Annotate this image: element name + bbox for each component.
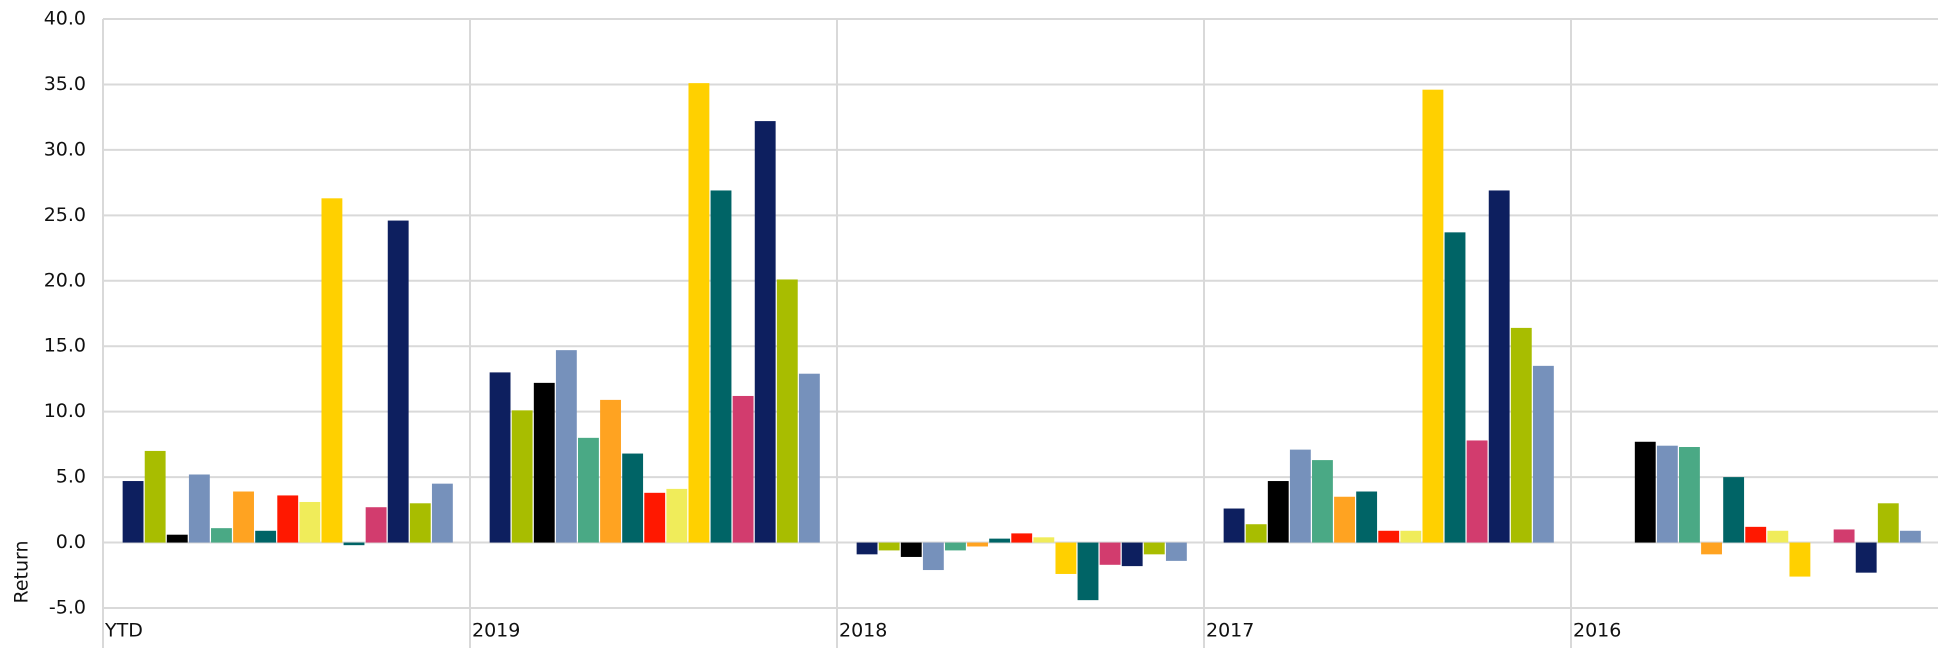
bar bbox=[1312, 460, 1333, 543]
y-tick-label: 25.0 bbox=[44, 204, 86, 226]
bar bbox=[945, 542, 966, 551]
bar bbox=[1789, 542, 1811, 577]
bar bbox=[1121, 542, 1143, 567]
bar bbox=[533, 382, 555, 543]
bar bbox=[967, 542, 988, 547]
bar bbox=[1422, 89, 1444, 543]
bar bbox=[299, 501, 321, 543]
bar bbox=[622, 453, 644, 543]
bar bbox=[1289, 449, 1311, 543]
bar bbox=[578, 437, 599, 543]
bar bbox=[1532, 365, 1554, 543]
bar bbox=[1033, 537, 1055, 543]
bar bbox=[878, 542, 900, 551]
bar bbox=[1679, 447, 1700, 543]
x-tick-label: YTD bbox=[104, 620, 143, 642]
bar bbox=[321, 198, 343, 543]
bar bbox=[277, 495, 299, 543]
x-tick-label: 2018 bbox=[839, 620, 887, 642]
bar bbox=[922, 542, 944, 571]
bar bbox=[144, 450, 166, 543]
bar bbox=[409, 503, 431, 543]
y-tick-label: 0.0 bbox=[56, 531, 86, 553]
bar bbox=[489, 372, 511, 543]
bar bbox=[122, 481, 144, 543]
bar bbox=[1400, 530, 1422, 543]
bar bbox=[900, 542, 922, 557]
bar bbox=[666, 488, 688, 543]
bar bbox=[1656, 445, 1678, 543]
bar bbox=[688, 83, 710, 543]
bar bbox=[1267, 481, 1289, 543]
y-axis-label: Return bbox=[11, 540, 33, 603]
bar bbox=[1488, 190, 1510, 543]
bar bbox=[166, 534, 188, 543]
bar bbox=[1444, 232, 1466, 543]
y-tick-label: 20.0 bbox=[44, 269, 86, 291]
bar bbox=[211, 528, 232, 543]
bar bbox=[776, 279, 798, 543]
bar bbox=[1356, 491, 1378, 543]
bar bbox=[233, 491, 254, 543]
bar bbox=[188, 474, 210, 543]
bar bbox=[1745, 526, 1767, 543]
y-tick-label: 5.0 bbox=[56, 466, 86, 488]
bar bbox=[1833, 529, 1855, 543]
bar bbox=[1877, 503, 1899, 543]
y-tick-label: 15.0 bbox=[44, 335, 86, 357]
bar bbox=[798, 373, 820, 543]
bar bbox=[1510, 327, 1532, 543]
bar bbox=[600, 399, 621, 543]
bar bbox=[710, 190, 732, 543]
bar bbox=[555, 350, 577, 543]
y-tick-label: 30.0 bbox=[44, 138, 86, 160]
bar bbox=[1011, 533, 1033, 543]
bar bbox=[1055, 542, 1077, 574]
bar bbox=[1767, 530, 1789, 543]
bar bbox=[343, 542, 365, 546]
bar bbox=[1378, 530, 1400, 543]
y-tick-label: 40.0 bbox=[44, 8, 86, 30]
bar bbox=[644, 492, 666, 543]
bar bbox=[431, 483, 453, 543]
bar bbox=[1165, 542, 1187, 561]
x-tick-label: 2019 bbox=[472, 620, 520, 642]
bar bbox=[1245, 524, 1267, 543]
bar bbox=[754, 121, 776, 543]
bar bbox=[1077, 542, 1099, 601]
bar bbox=[1634, 441, 1656, 543]
bar bbox=[1899, 530, 1921, 543]
bar bbox=[511, 410, 533, 543]
x-tick-label: 2017 bbox=[1206, 620, 1254, 642]
x-tick-label: 2016 bbox=[1573, 620, 1621, 642]
bar bbox=[1466, 440, 1488, 543]
bar bbox=[387, 220, 409, 543]
bar bbox=[856, 542, 878, 555]
bar bbox=[255, 530, 277, 543]
bar bbox=[1855, 542, 1877, 573]
bar bbox=[1334, 496, 1355, 543]
bar bbox=[732, 395, 754, 543]
bar bbox=[1143, 542, 1165, 555]
y-tick-label: 10.0 bbox=[44, 400, 86, 422]
y-tick-label: -5.0 bbox=[49, 597, 86, 619]
y-tick-label: 35.0 bbox=[44, 73, 86, 95]
bar bbox=[989, 538, 1011, 543]
bar bbox=[1223, 508, 1245, 543]
bar bbox=[1723, 477, 1745, 543]
bar bbox=[1701, 542, 1722, 555]
bar bbox=[365, 507, 387, 543]
bar bbox=[1099, 542, 1121, 565]
